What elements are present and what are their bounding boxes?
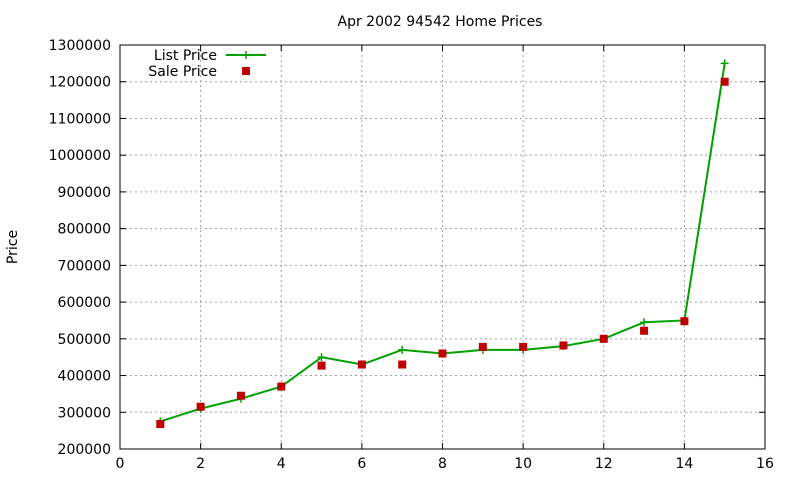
sale-price-point: [156, 420, 165, 429]
legend-label: List Price: [154, 48, 217, 64]
y-tick-label: 1200000: [49, 75, 111, 91]
grid: [120, 45, 765, 449]
y-tick-label: 500000: [58, 332, 111, 348]
x-tick-label: 16: [756, 456, 774, 472]
sale-price-point: [599, 334, 608, 343]
y-tick-label: 1300000: [49, 38, 111, 54]
sale-price-point: [478, 342, 487, 351]
x-tick-label: 2: [196, 456, 205, 472]
y-tick-label: 200000: [58, 442, 111, 458]
legend-square-swatch: [242, 67, 250, 75]
axis-ticks: 0 2 4 6 8 10 12 14 16 200000 300000 400000 500000 600…: [49, 38, 774, 472]
sale-price-point: [680, 317, 689, 326]
x-tick-label: 4: [277, 456, 286, 472]
legend-label: Sale Price: [148, 64, 217, 80]
x-tick-label: 8: [438, 456, 447, 472]
y-tick-label: 1100000: [49, 111, 111, 127]
sale-price-point: [438, 349, 447, 358]
sale-price-point: [720, 77, 729, 86]
y-tick-label: 1000000: [49, 148, 111, 164]
legend-cross-swatch: [242, 51, 250, 59]
x-tick-label: 0: [116, 456, 125, 472]
sale-price-point: [236, 391, 245, 400]
sale-price-point: [277, 382, 286, 391]
x-tick-label: 12: [595, 456, 613, 472]
sale-price-point: [357, 360, 366, 369]
x-tick-label: 14: [675, 456, 693, 472]
y-tick-label: 900000: [58, 185, 111, 201]
sale-price-point: [398, 360, 407, 369]
chart-title: Apr 2002 94542 Home Prices: [338, 14, 543, 30]
list-price-point: [317, 353, 326, 362]
y-tick-label: 400000: [58, 369, 111, 385]
sale-price-point: [317, 361, 326, 370]
sale-price-point: [640, 326, 649, 335]
series: [156, 59, 729, 429]
x-tick-label: 10: [514, 456, 532, 472]
y-tick-label: 300000: [58, 405, 111, 421]
sale-price-point: [559, 341, 568, 350]
y-tick-label: 700000: [58, 258, 111, 274]
x-tick-label: 6: [357, 456, 366, 472]
sale-price-point: [519, 342, 528, 351]
list-price-point: [720, 59, 729, 68]
sale-price-point: [196, 402, 205, 411]
list-price-line: [160, 63, 726, 423]
list-price-point: [640, 318, 649, 327]
y-tick-label: 600000: [58, 295, 111, 311]
y-tick-label: 800000: [58, 222, 111, 238]
y-axis-label: Price: [5, 230, 21, 264]
list-price-point: [398, 345, 407, 354]
